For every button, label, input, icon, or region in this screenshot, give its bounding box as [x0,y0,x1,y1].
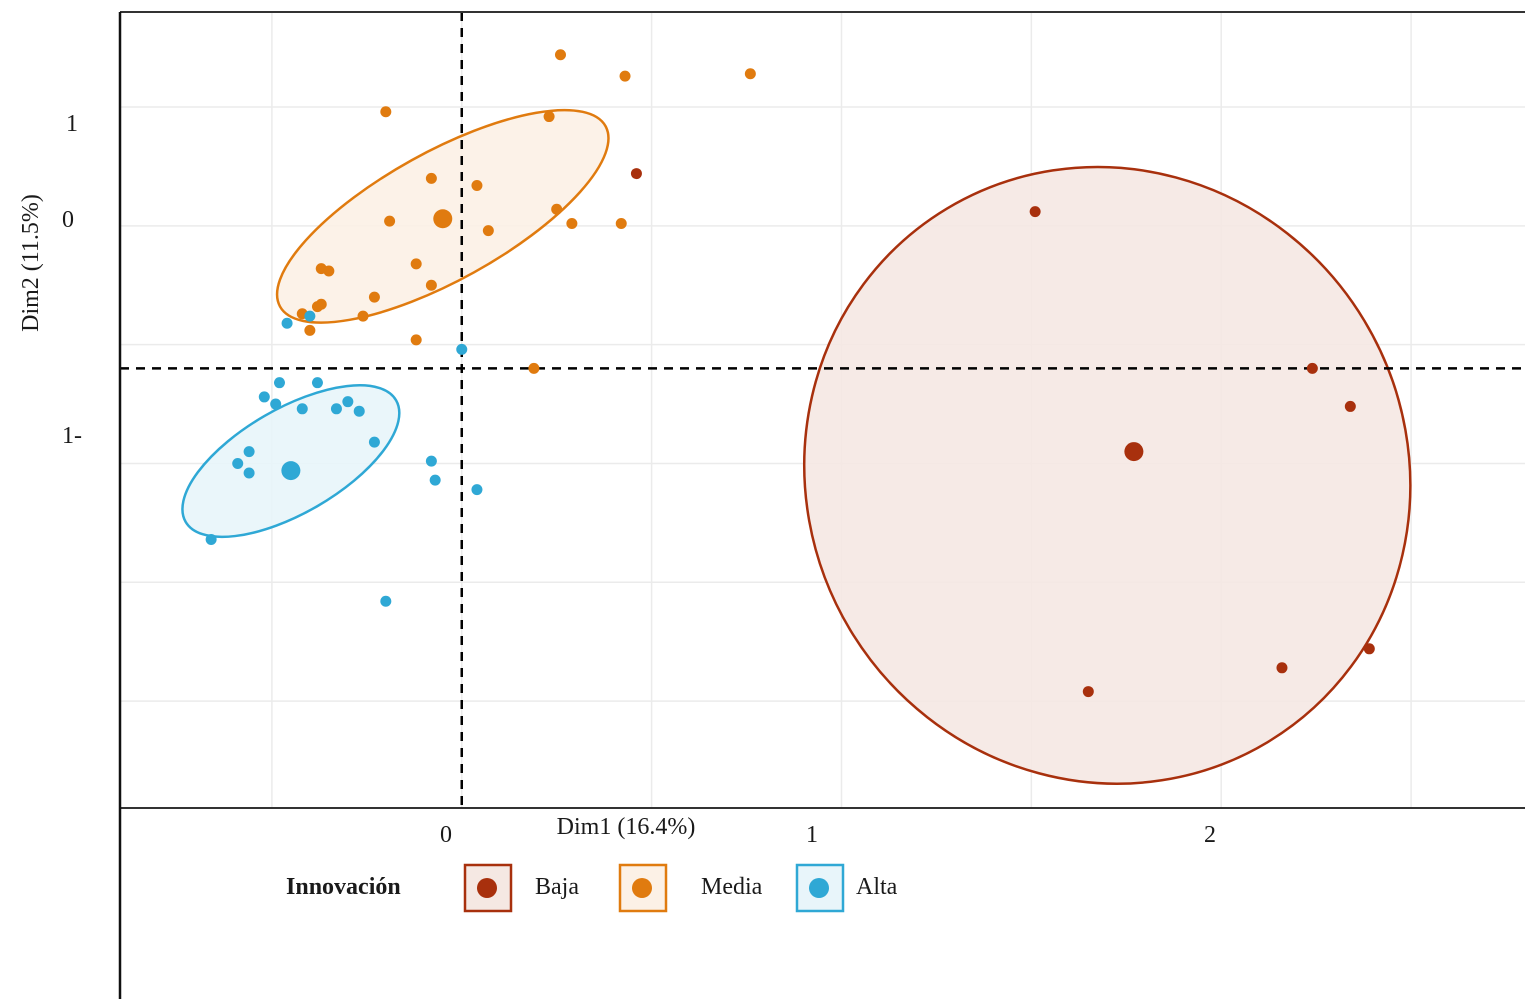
point-media [528,362,540,374]
point-media [410,334,422,346]
point-baja [1306,362,1318,374]
point-alta [273,377,285,389]
point-alta [353,405,365,417]
point-media [744,68,756,80]
centroid-alta [281,461,301,481]
point-alta [205,533,217,545]
x-tick-label: 0 [440,822,452,848]
y-tick-label: 1- [62,423,82,449]
point-alta [243,446,255,458]
point-media [304,324,316,336]
point-baja [1344,400,1356,412]
point-alta [380,595,392,607]
point-media [323,265,335,277]
point-alta [342,396,354,408]
point-alta [232,457,244,469]
point-alta [281,317,293,329]
point-media [554,49,566,61]
legend-dot-alta [809,878,829,898]
point-baja [1363,643,1375,655]
ellipse-alta [181,384,401,539]
point-media [357,310,369,322]
point-media [471,179,483,191]
point-media [380,106,392,118]
y-tick-label: 1 [66,111,78,137]
point-media [410,258,422,270]
point-media [425,172,437,184]
point-media [311,301,323,313]
point-alta [471,484,483,496]
point-alta [304,310,316,322]
data-points [205,49,1375,698]
point-baja [630,168,642,180]
centroid-media [433,209,453,229]
y-tick-labels: 1 0 1- [62,111,82,449]
y-tick-label: 0 [62,207,74,233]
point-alta [296,403,308,415]
legend-label-alta: Alta [856,874,898,900]
point-alta [270,398,282,410]
legend-label-baja: Baja [535,874,579,900]
point-media [619,70,631,82]
centroid-baja [1124,442,1144,462]
legend-title: Innovación [286,874,401,900]
x-axis-title: Dim1 (16.4%) [557,814,696,840]
x-tick-label: 1 [806,822,818,848]
point-alta [425,455,437,467]
point-media [551,203,563,215]
point-alta [243,467,255,479]
point-media [384,215,396,227]
point-media [368,291,380,303]
ellipse-baja [803,165,1412,785]
x-tick-label: 2 [1204,822,1216,848]
point-media [566,217,578,229]
y-axis-title: Dim2 (11.5%) [18,194,44,332]
legend-dot-media [632,878,652,898]
x-tick-labels: 0 1 2 [440,822,1216,848]
point-baja [1082,686,1094,698]
point-alta [311,377,323,389]
point-alta [456,343,468,355]
reference-lines [120,12,1525,808]
point-alta [258,391,270,403]
panel-frame [118,11,1525,999]
legend-dot-baja [477,878,497,898]
legend-label-media: Media [701,874,763,900]
point-media [543,111,555,123]
point-media [482,225,494,237]
point-alta [429,474,441,486]
point-baja [1276,662,1288,674]
point-baja [1029,206,1041,218]
legend: Innovación Baja Media Alta [286,863,898,913]
point-alta [330,403,342,415]
point-media [425,279,437,291]
point-media [615,217,627,229]
point-alta [368,436,380,448]
